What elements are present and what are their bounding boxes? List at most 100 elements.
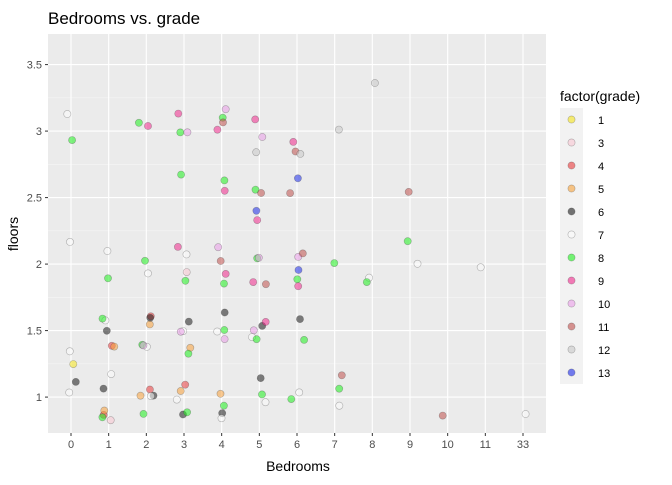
- data-point: [257, 189, 265, 197]
- legend-entry-label: 10: [598, 299, 610, 311]
- x-tick-label: 10: [442, 439, 454, 451]
- y-axis: 1 1.5 2 2.5 3 3.5: [27, 60, 48, 404]
- data-point: [183, 128, 192, 137]
- data-point: [183, 408, 191, 417]
- legend-key-swatch: [567, 253, 576, 262]
- data-point: [144, 122, 152, 130]
- data-point: [293, 275, 302, 284]
- data-point: [220, 335, 229, 343]
- data-point: [295, 388, 304, 397]
- data-point: [136, 391, 145, 400]
- data-point: [174, 109, 183, 118]
- legend-entry-label: 7: [598, 230, 604, 242]
- data-point: [403, 237, 412, 246]
- data-point: [286, 189, 294, 197]
- x-tick-label: 6: [294, 439, 300, 451]
- data-point: [213, 327, 222, 336]
- data-point: [252, 206, 261, 215]
- data-point: [69, 360, 78, 368]
- data-point: [256, 374, 265, 382]
- data-point: [253, 216, 262, 224]
- data-point: [98, 314, 107, 323]
- data-point: [249, 326, 258, 335]
- y-axis-label: floors: [5, 217, 21, 251]
- y-tick-label: 2: [36, 259, 42, 271]
- y-tick-label: 3.5: [27, 60, 42, 72]
- y-tick-label: 2.5: [27, 193, 42, 205]
- data-point: [221, 105, 230, 114]
- legend-entry-label: 3: [598, 138, 604, 150]
- data-point: [144, 269, 152, 278]
- data-point: [71, 377, 80, 386]
- x-tick-label: 7: [332, 439, 338, 451]
- data-point: [258, 133, 267, 141]
- data-point: [362, 278, 371, 286]
- legend-key-swatch: [567, 322, 576, 331]
- legend-entry-label: 13: [598, 368, 610, 380]
- x-tick-label: 3: [181, 439, 187, 451]
- data-point: [99, 384, 108, 393]
- data-point: [330, 259, 339, 267]
- x-tick-label: 1: [106, 439, 112, 451]
- data-points: [63, 79, 530, 425]
- legend-key-swatch: [567, 115, 576, 124]
- data-point: [249, 278, 258, 286]
- y-tick-label: 1: [36, 392, 42, 404]
- legend-entry-label: 1: [598, 115, 604, 127]
- y-tick-label: 1.5: [27, 326, 42, 338]
- data-point: [254, 253, 263, 262]
- data-point: [104, 274, 112, 283]
- x-tick-label: 4: [219, 439, 225, 451]
- data-point: [335, 384, 344, 393]
- legend-entry-label: 9: [598, 276, 604, 288]
- legend-key-swatch: [567, 138, 576, 147]
- data-point: [176, 327, 185, 336]
- data-point: [252, 335, 261, 344]
- data-point: [182, 268, 191, 276]
- data-point: [134, 118, 143, 127]
- x-axis-label: Bedrooms: [266, 458, 330, 474]
- data-point: [66, 237, 74, 246]
- data-point: [251, 115, 260, 124]
- x-tick-label: 5: [256, 439, 262, 451]
- data-point: [139, 409, 148, 418]
- data-point: [65, 347, 74, 356]
- data-point: [145, 320, 154, 329]
- data-point: [65, 388, 74, 397]
- data-point: [103, 247, 112, 255]
- data-point: [184, 317, 193, 326]
- data-point: [221, 269, 230, 278]
- data-point: [63, 110, 72, 118]
- data-point: [287, 395, 296, 403]
- data-point: [181, 380, 190, 389]
- data-point: [184, 349, 193, 358]
- legend-entry-label: 4: [598, 161, 604, 173]
- data-point: [216, 257, 225, 265]
- data-point: [219, 118, 227, 127]
- data-point: [177, 170, 185, 179]
- data-point: [220, 176, 229, 185]
- data-point: [182, 250, 191, 259]
- data-point: [300, 335, 308, 344]
- data-point: [173, 242, 182, 251]
- x-tick-label: 0: [68, 439, 74, 451]
- data-point: [110, 342, 119, 351]
- legend-entry-label: 12: [598, 345, 610, 357]
- major-gridlines: [48, 34, 546, 433]
- data-point: [289, 137, 298, 146]
- legend-key-swatch: [567, 207, 576, 216]
- legend-entry-label: 8: [598, 253, 604, 265]
- legend-key-swatch: [567, 276, 576, 285]
- data-point: [294, 282, 303, 291]
- x-tick-label: 9: [407, 439, 413, 451]
- data-point: [335, 401, 344, 410]
- data-point: [296, 149, 305, 158]
- x-axis: 0 1 2 3 4 5 6 7 8 9 10 11 33: [68, 433, 529, 451]
- data-point: [404, 187, 413, 196]
- data-point: [214, 243, 223, 252]
- data-point: [438, 411, 447, 420]
- data-point: [296, 315, 304, 323]
- data-point: [216, 389, 225, 398]
